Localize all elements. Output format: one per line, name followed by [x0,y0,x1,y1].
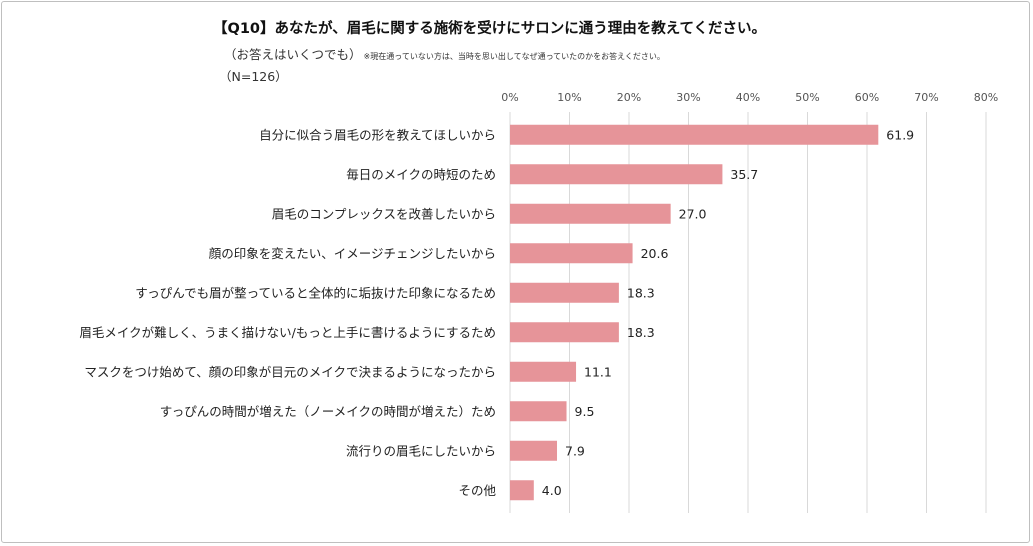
chart-note: ※現在通っていない方は、当時を思い出してなぜ通っていたのかをお答えください。 [363,52,665,61]
bar [510,361,577,382]
category-label: 毎日のメイクの時短のため [346,167,496,182]
bar [510,164,723,185]
sample-size-label: （N=126） [219,69,288,84]
data-label: 7.9 [565,443,585,458]
chart-subtitle: （お答えはいくつでも） [224,47,362,62]
bar [510,124,879,145]
x-tick-label: 10% [557,91,581,104]
data-label: 4.0 [542,483,562,498]
category-label: 眉毛のコンプレックスを改善したいから [272,206,496,221]
bar [510,322,619,343]
category-label: マスクをつけ始めて、顔の印象が目元のメイクで決まるようになったから [84,364,496,379]
bar [510,480,534,501]
category-label: 自分に似合う眉毛の形を教えてほしいから [259,127,496,142]
category-label: すっぴんの時間が増えた（ノーメイクの時間が増えた）ため [160,404,496,419]
bar [510,282,619,303]
category-label: 流行りの眉毛にしたいから [346,443,496,458]
category-label: 眉毛メイクが難しく、うまく描けない/もっと上手に書けるようにするため [79,325,496,340]
x-tick-label: 50% [795,91,819,104]
category-label: すっぴんでも眉が整っていると全体的に垢抜けた印象になるため [135,285,496,300]
data-label: 35.7 [730,167,758,182]
chart-subtitle-block: （お答えはいくつでも） ※現在通っていない方は、当時を思い出してなぜ通っていたのか… [224,44,665,63]
category-label: その他 [458,483,496,498]
x-tick-label: 60% [855,91,879,104]
data-label: 11.1 [584,364,612,379]
bar [510,401,567,422]
data-label: 61.9 [886,127,914,142]
x-tick-label: 30% [676,91,700,104]
x-tick-label: 40% [736,91,760,104]
data-label: 18.3 [627,325,655,340]
data-label: 9.5 [575,404,595,419]
x-tick-label: 80% [974,91,998,104]
chart-title: 【Q10】あなたが、眉毛に関する施術を受けにサロンに通う理由を教えてください。 [213,21,767,37]
x-tick-label: 0% [501,91,518,104]
category-label: 顔の印象を変えたい、イメージチェンジしたいから [209,246,496,261]
x-tick-label: 20% [617,91,641,104]
data-label: 27.0 [679,206,707,221]
data-label: 20.6 [641,246,669,261]
x-tick-label: 70% [914,91,938,104]
bar [510,243,633,264]
data-label: 18.3 [627,285,655,300]
bar [510,440,558,461]
bar [510,203,671,224]
